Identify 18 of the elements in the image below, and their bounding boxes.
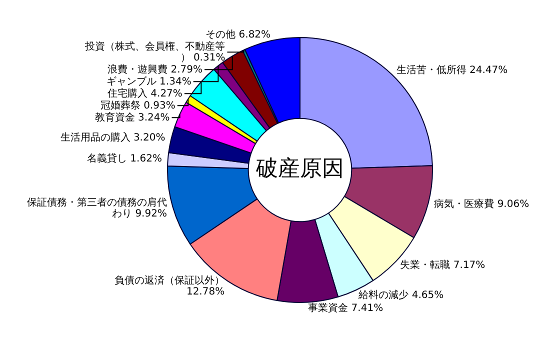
data-label: 12.78% xyxy=(186,286,225,298)
slice-label: 給料の減少 4.65% xyxy=(358,289,444,302)
slice-label: 浪費・遊興費 2.79% xyxy=(108,63,203,76)
text: 破産原因 xyxy=(255,156,344,182)
slice-label: 住宅購入 4.27% xyxy=(107,87,182,100)
slice-label: 失業・転職 7.17% xyxy=(400,259,486,272)
slice-label: 病気・医療費 9.06% xyxy=(434,198,530,210)
slice-label: 生活苦・低所得 24.47% xyxy=(396,64,508,76)
slice-label: 負債の返済（保証以外） xyxy=(114,274,225,286)
slice-label: 教育資金 3.24% xyxy=(94,111,170,124)
slice-label: 事業資金 7.41% xyxy=(308,302,384,314)
slice-label: 保証債務・第三者の債務の肩代わり 9.92% xyxy=(26,196,167,220)
slice-label: 生活用品の購入 3.20% xyxy=(60,132,166,144)
slice-label: その他 6.82% xyxy=(206,28,271,40)
slice-label: ギャンブル 1.34% xyxy=(106,75,192,88)
slice-label: 名義貸し 1.62% xyxy=(87,152,162,164)
slice-label: 冠婚葬祭 0.93% xyxy=(100,99,176,112)
slice-label: 投資（株式、会員権、不動産等） 0.31% xyxy=(84,40,226,64)
